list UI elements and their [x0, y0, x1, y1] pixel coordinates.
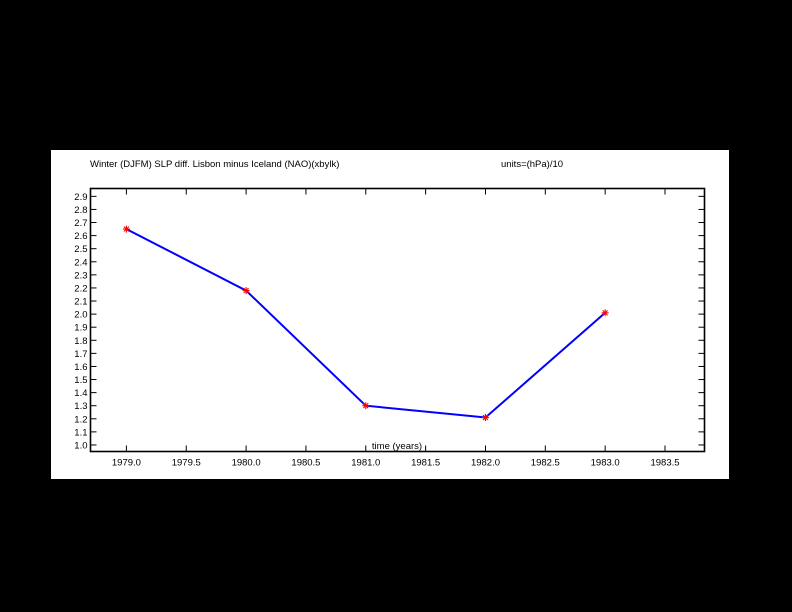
y-tick-label: 1.0 [74, 440, 87, 451]
chart-panel: Winter (DJFM) SLP diff. Lisbon minus Ice… [51, 150, 729, 479]
y-tick-label: 2.2 [74, 283, 87, 294]
point-marker-stroke [602, 309, 608, 316]
data-point [481, 413, 489, 421]
y-tick-label: 1.5 [74, 375, 87, 386]
y-tick-label: 2.4 [74, 257, 87, 268]
y-tick-label: 1.9 [74, 323, 87, 334]
y-tick-label: 1.6 [74, 362, 87, 373]
series-layer [122, 225, 609, 421]
x-tick-label: 1981.0 [351, 458, 380, 469]
point-marker-stroke [123, 226, 130, 232]
y-tick-label: 2.5 [74, 244, 87, 255]
series-line [125, 228, 606, 419]
x-tick-label: 1979.5 [172, 458, 201, 469]
y-tick-label: 2.3 [74, 270, 87, 281]
units-label: units=(hPa)/10 [501, 159, 563, 170]
y-tick-label: 1.1 [74, 427, 87, 438]
x-tick-label: 1980.5 [291, 458, 320, 469]
y-tick-label: 1.4 [74, 388, 87, 399]
y-tick-label: 2.0 [74, 310, 87, 321]
y-tick-label: 1.8 [74, 336, 87, 347]
y-tick-label: 1.7 [74, 349, 87, 360]
x-tick-label: 1981.5 [411, 458, 440, 469]
x-tick-label: 1980.0 [232, 458, 261, 469]
axes: 1979.0 1979.5 1980.0 1980.5 1981.0 1981.5 1982… [74, 188, 705, 469]
data-point [122, 225, 130, 233]
data-point [601, 309, 609, 317]
y-tick-label: 1.3 [74, 401, 87, 412]
chart: Winter (DJFM) SLP diff. Lisbon minus Ice… [74, 159, 706, 469]
y-tick-label: 2.1 [74, 297, 87, 308]
y-tick-label: 2.9 [74, 192, 87, 203]
x-tick-label: 1982.5 [531, 458, 560, 469]
data-point [242, 287, 250, 295]
x-tick-label: 1983.5 [650, 458, 679, 469]
y-tick-label: 2.6 [74, 231, 87, 242]
x-tick-label: 1983.0 [591, 458, 620, 469]
point-marker-stroke [482, 414, 489, 421]
x-tick-label: 1979.0 [112, 458, 141, 469]
point-marker-stroke [362, 402, 369, 409]
data-point [362, 402, 370, 410]
plot-frame [89, 187, 706, 453]
y-tick-label: 2.7 [74, 218, 87, 229]
point-marker-stroke [243, 287, 249, 294]
chart-title: Winter (DJFM) SLP diff. Lisbon minus Ice… [90, 159, 339, 170]
x-axis-label: time (years) [372, 441, 422, 452]
y-tick-label: 2.8 [74, 205, 87, 216]
y-tick-label: 1.2 [74, 414, 87, 425]
x-tick-label: 1982.0 [471, 458, 500, 469]
